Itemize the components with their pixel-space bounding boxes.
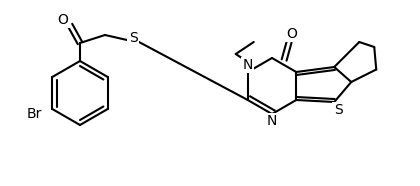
Text: S: S [129, 31, 137, 45]
Text: N: N [267, 114, 277, 128]
Text: S: S [334, 103, 343, 117]
Text: Br: Br [26, 107, 42, 121]
Text: O: O [287, 27, 297, 41]
Text: O: O [58, 13, 68, 27]
Text: N: N [243, 58, 253, 72]
